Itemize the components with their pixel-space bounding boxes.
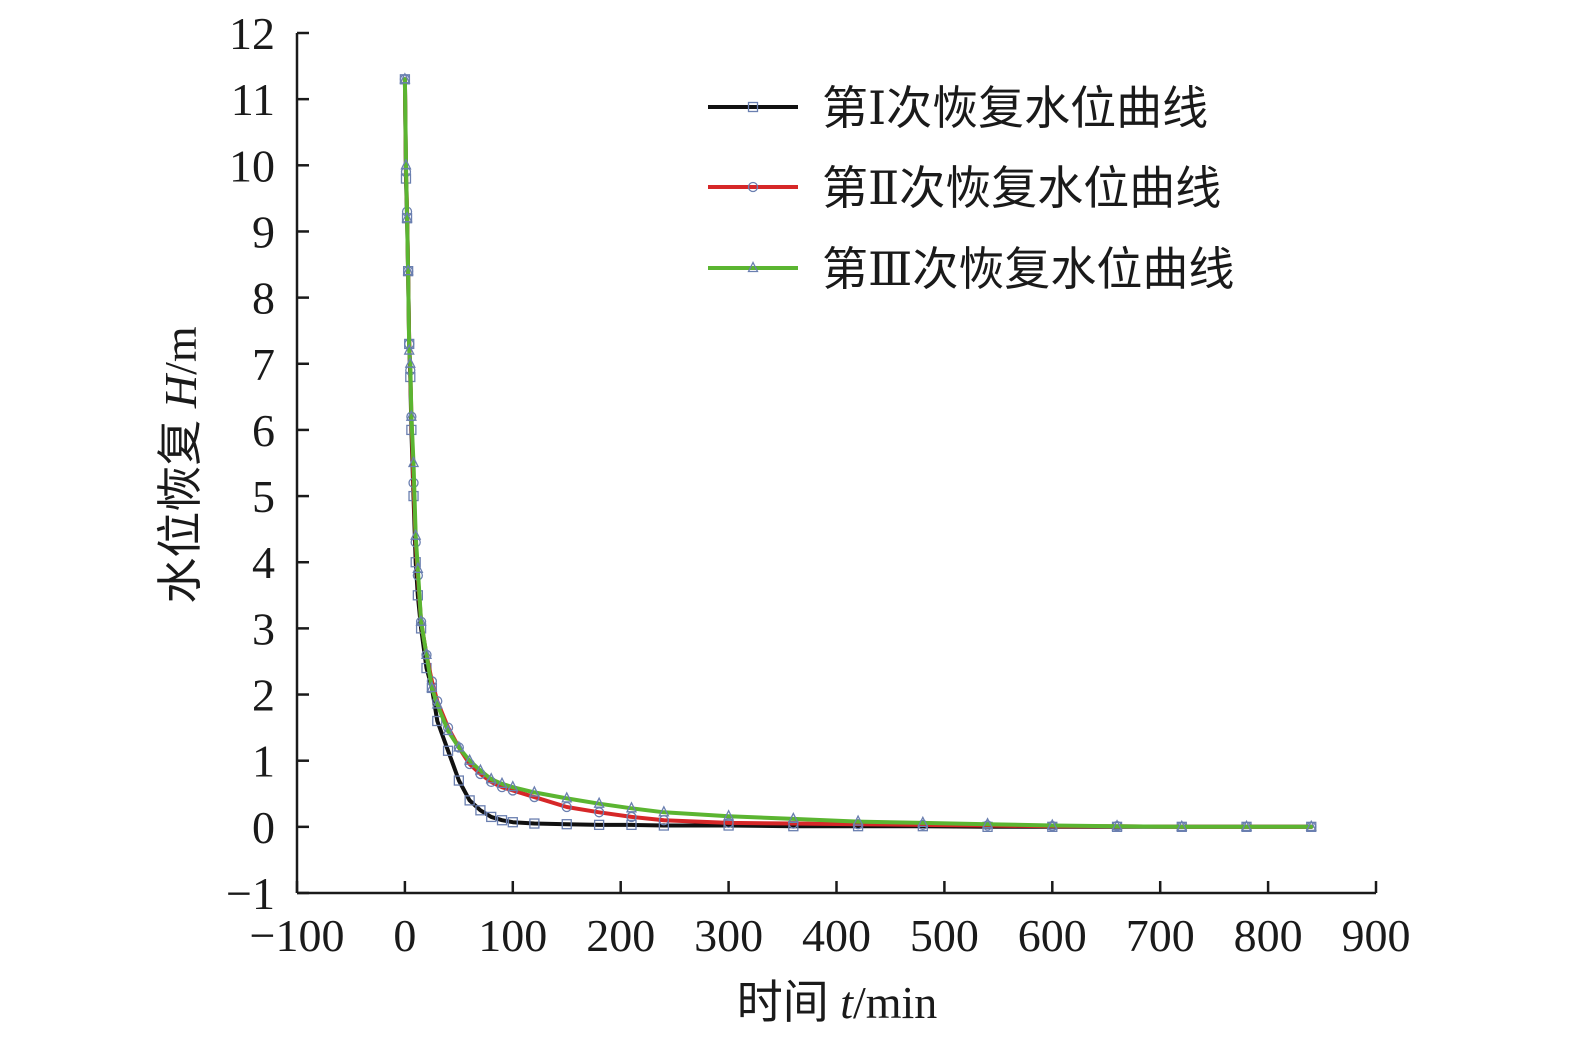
y-tick-label: 4 <box>252 537 275 588</box>
data-point <box>464 753 476 765</box>
legend-label: 第Ⅲ次恢复水位曲线 <box>822 244 1234 295</box>
data-point <box>464 795 475 806</box>
data-point <box>723 809 735 821</box>
data-point <box>442 745 454 756</box>
data-point <box>496 815 508 826</box>
data-point <box>453 740 465 752</box>
x-tick-label: 900 <box>1342 910 1411 961</box>
x-axis-title-prefix: 时间 <box>737 977 841 1028</box>
y-axis-title: 水位恢复 H/m <box>155 326 206 604</box>
y-tick-label: 2 <box>252 670 275 721</box>
legend-item: 第Ⅰ次恢复水位曲线 <box>708 83 1208 134</box>
data-point <box>475 805 486 816</box>
legend-marker <box>747 181 759 193</box>
data-point <box>432 715 443 727</box>
data-point <box>561 791 573 803</box>
data-point <box>407 456 420 468</box>
y-tick-label: 9 <box>252 206 275 257</box>
x-axis-title-unit: /min <box>853 977 937 1028</box>
data-point <box>507 780 519 792</box>
x-tick-label: −100 <box>250 910 345 961</box>
y-axis-title-var: H <box>155 372 206 409</box>
data-point <box>787 811 799 824</box>
series-line <box>402 77 1314 829</box>
y-tick-label: 6 <box>252 405 275 456</box>
data-point <box>723 817 734 829</box>
y-tick-label: 7 <box>252 339 275 390</box>
data-point <box>404 356 416 368</box>
data-point <box>405 409 417 421</box>
data-point <box>453 775 465 786</box>
data-point <box>426 680 438 693</box>
series-layer <box>399 72 1317 832</box>
data-point <box>412 561 424 573</box>
x-tick-label: 300 <box>694 910 763 961</box>
data-point <box>485 772 497 784</box>
y-axis-title-prefix: 水位恢复 <box>155 408 206 604</box>
data-point <box>410 528 422 540</box>
data-point <box>529 818 540 829</box>
x-tick-label: 0 <box>393 910 416 961</box>
data-point <box>1305 819 1317 831</box>
x-tick-label: 600 <box>1018 910 1087 961</box>
data-point <box>852 814 864 826</box>
data-point <box>1240 819 1253 831</box>
data-point <box>658 805 670 817</box>
data-point <box>400 158 412 170</box>
legend-marker <box>747 261 759 273</box>
data-point <box>917 815 929 828</box>
legend-marker <box>747 101 759 113</box>
data-point <box>528 785 540 797</box>
data-point <box>496 776 508 788</box>
x-axis-title-var: t <box>840 977 854 1028</box>
data-point <box>474 763 486 775</box>
data-point <box>431 697 443 709</box>
series-3 <box>399 72 1317 831</box>
data-point <box>982 817 994 829</box>
x-tick-label: 500 <box>910 910 979 961</box>
x-tick-label: 100 <box>478 910 547 961</box>
data-point <box>399 72 411 84</box>
data-point <box>1046 818 1058 830</box>
x-tick-label: 200 <box>586 910 655 961</box>
data-point <box>1176 819 1188 831</box>
data-point <box>1111 819 1123 831</box>
data-point <box>415 614 427 626</box>
y-tick-label: 8 <box>252 273 275 324</box>
legend-item: 第Ⅱ次恢复水位曲线 <box>708 163 1221 214</box>
y-axis-title-unit: /m <box>155 326 206 375</box>
data-point <box>420 647 433 659</box>
data-point <box>625 801 638 813</box>
data-point <box>626 819 637 831</box>
data-point <box>401 211 413 223</box>
legend-label: 第Ⅱ次恢复水位曲线 <box>822 163 1221 214</box>
y-tick-label: 11 <box>231 74 275 125</box>
x-tick-label: 700 <box>1126 910 1195 961</box>
y-tick-label: 10 <box>229 140 275 191</box>
y-tick-label: 1 <box>252 736 275 787</box>
data-point <box>507 817 518 828</box>
x-axis-title: 时间 t/min <box>737 977 938 1028</box>
x-tick-label: 800 <box>1234 910 1303 961</box>
y-tick-label: 3 <box>252 603 275 654</box>
legend-item: 第Ⅲ次恢复水位曲线 <box>708 244 1234 295</box>
data-point <box>442 723 454 736</box>
y-tick-label: −1 <box>226 868 275 919</box>
data-point <box>403 343 415 355</box>
y-tick-label: 0 <box>252 802 275 853</box>
data-point <box>486 811 497 823</box>
plot-area <box>295 33 1376 895</box>
data-point <box>402 264 414 276</box>
data-point <box>593 796 605 808</box>
data-point <box>593 819 605 831</box>
legend-label: 第Ⅰ次恢复水位曲线 <box>822 83 1208 134</box>
x-tick-label: 400 <box>802 910 871 961</box>
x-axis-ticks: −100 0 100 200 300 400 500 600 700 800 900 <box>250 881 1411 961</box>
data-point <box>561 819 572 830</box>
y-tick-label: 12 <box>229 8 275 59</box>
y-tick-label: 5 <box>252 471 275 522</box>
